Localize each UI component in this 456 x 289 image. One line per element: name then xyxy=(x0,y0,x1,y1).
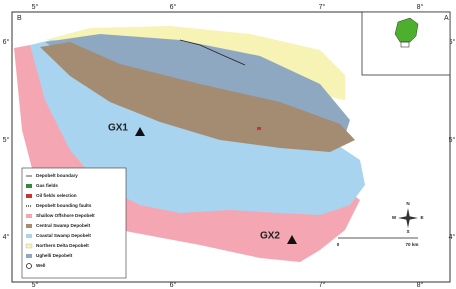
tick: 6° xyxy=(170,281,177,289)
scale-bar: 0 70 km xyxy=(337,237,419,247)
legend-symbol xyxy=(26,263,32,269)
well-marker xyxy=(135,127,145,136)
tick: 5° xyxy=(449,136,456,144)
tick: 4° xyxy=(449,233,456,241)
wells: GX1 GX2 xyxy=(108,123,297,244)
oil-field xyxy=(257,127,261,130)
fault xyxy=(179,39,246,66)
tick: 6° xyxy=(170,3,177,11)
nigeria xyxy=(394,17,419,43)
legend-label: Ughelli Depobelt xyxy=(36,253,73,258)
legend-label: Central Swamp Depobelt xyxy=(36,223,91,228)
compass-label: N xyxy=(406,201,410,206)
legend-label: Depobelt boundary xyxy=(36,173,78,178)
tick: 6° xyxy=(449,38,456,46)
tick: 4° xyxy=(3,233,10,241)
well-marker xyxy=(287,235,297,244)
well-label: GX1 xyxy=(108,123,128,134)
northern-delta xyxy=(45,26,345,100)
compass: N S E W xyxy=(392,201,424,234)
panel-label: B xyxy=(17,15,22,22)
well-label: GX2 xyxy=(260,231,280,242)
scale-label: 70 km xyxy=(405,242,418,247)
inset-box xyxy=(400,41,410,48)
scale-label: 0 xyxy=(337,242,340,247)
tick: 5° xyxy=(32,3,39,11)
legend-label: Coastal Swamp Depobelt xyxy=(36,233,91,238)
legend-symbol xyxy=(25,243,33,249)
legend-symbol xyxy=(26,224,32,228)
legend-label: Gas fields xyxy=(36,183,58,188)
tick: 6° xyxy=(3,38,10,46)
legend-label: Well xyxy=(36,263,45,268)
legend-label: Northern Delta Depobelt xyxy=(36,243,89,248)
legend-symbol xyxy=(26,184,32,188)
legend-symbol xyxy=(26,254,32,258)
tick: 7° xyxy=(319,3,326,11)
tick: 5° xyxy=(3,136,10,144)
legend-symbol xyxy=(26,234,32,238)
compass-label: W xyxy=(392,215,397,220)
legend-symbol xyxy=(26,194,32,198)
tick: 7° xyxy=(319,281,326,289)
legend-label: Oil fields selection xyxy=(36,193,77,198)
tick: 8° xyxy=(417,281,424,289)
compass-rose xyxy=(398,216,418,220)
tick: 8° xyxy=(417,3,424,11)
legend-symbol xyxy=(26,214,32,218)
tick: 5° xyxy=(32,281,39,289)
compass-label: S xyxy=(406,229,409,234)
legend: Depobelt boundary Gas fields Oil fields … xyxy=(21,167,127,279)
legend-label: Depobelt bounding faults xyxy=(36,203,92,208)
compass-label: E xyxy=(420,215,423,220)
legend-box xyxy=(21,167,127,279)
panel-label: A xyxy=(444,15,449,22)
legend-label: Shallow Offshore Depobelt xyxy=(36,213,95,218)
inset: A xyxy=(361,11,451,76)
central-swamp xyxy=(40,42,355,152)
